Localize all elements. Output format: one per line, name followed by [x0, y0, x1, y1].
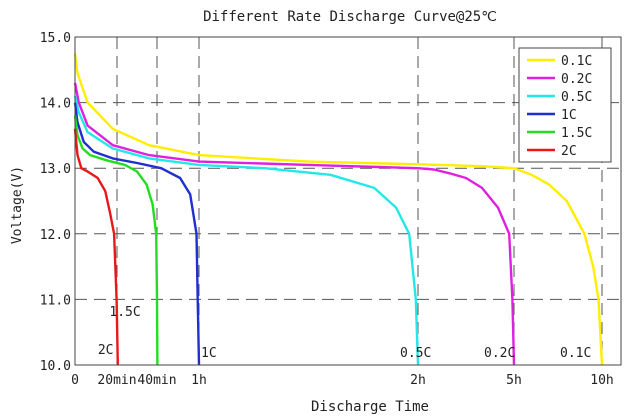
chart-title: Different Rate Discharge Curve@25℃: [203, 9, 497, 25]
plot-frame: [74, 36, 622, 366]
legend-label: 1C: [561, 108, 577, 123]
end-labels: 0.1C 0.2C 0.5C 1C 1.5C 2C: [98, 305, 591, 361]
x-tick-label: 0: [71, 373, 79, 388]
x-ticks: 0 20min 40min 1h 2h 5h 10h: [71, 373, 614, 388]
series-line-0_1C: [73, 53, 604, 366]
series-line-1C: [73, 102, 201, 366]
end-label-0_5C: 0.5C: [400, 346, 431, 361]
y-ticks: 10.0 11.0 12.0 13.0 14.0 15.0: [40, 31, 71, 374]
x-tick-label: 1h: [191, 373, 207, 388]
series-line-0_5C: [73, 95, 420, 366]
series-line-2C: [73, 128, 119, 366]
x-tick-label: 5h: [506, 373, 522, 388]
y-axis-label: Voltage(V): [10, 166, 25, 244]
x-axis-label: Discharge Time: [311, 399, 429, 415]
x-tick-label: 40min: [137, 373, 176, 388]
end-label-1_5C: 1.5C: [109, 305, 140, 320]
end-label-0_2C: 0.2C: [484, 346, 515, 361]
series-line-0_2C: [73, 82, 516, 366]
legend-label: 0.2C: [561, 72, 592, 87]
x-tick-label: 10h: [590, 373, 613, 388]
y-tick-label: 12.0: [40, 228, 71, 243]
end-label-1C: 1C: [201, 346, 217, 361]
legend: 0.1C 0.2C 0.5C 1C 1.5C 2C: [518, 47, 612, 163]
legend-label: 2C: [561, 144, 577, 159]
legend-label: 0.5C: [561, 90, 592, 105]
y-tick-label: 15.0: [40, 31, 71, 46]
end-label-2C: 2C: [98, 343, 114, 358]
end-label-0_1C: 0.1C: [560, 346, 591, 361]
x-tick-label: 2h: [410, 373, 426, 388]
series-line-1_5C: [73, 115, 159, 366]
legend-box: [518, 47, 612, 163]
legend-label: 0.1C: [561, 54, 592, 69]
legend-label: 1.5C: [561, 126, 592, 141]
y-tick-label: 14.0: [40, 97, 71, 112]
series-lines: [73, 53, 604, 366]
y-tick-label: 10.0: [40, 359, 71, 374]
x-tick-label: 20min: [97, 373, 136, 388]
y-tick-label: 11.0: [40, 293, 71, 308]
y-tick-label: 13.0: [40, 162, 71, 177]
